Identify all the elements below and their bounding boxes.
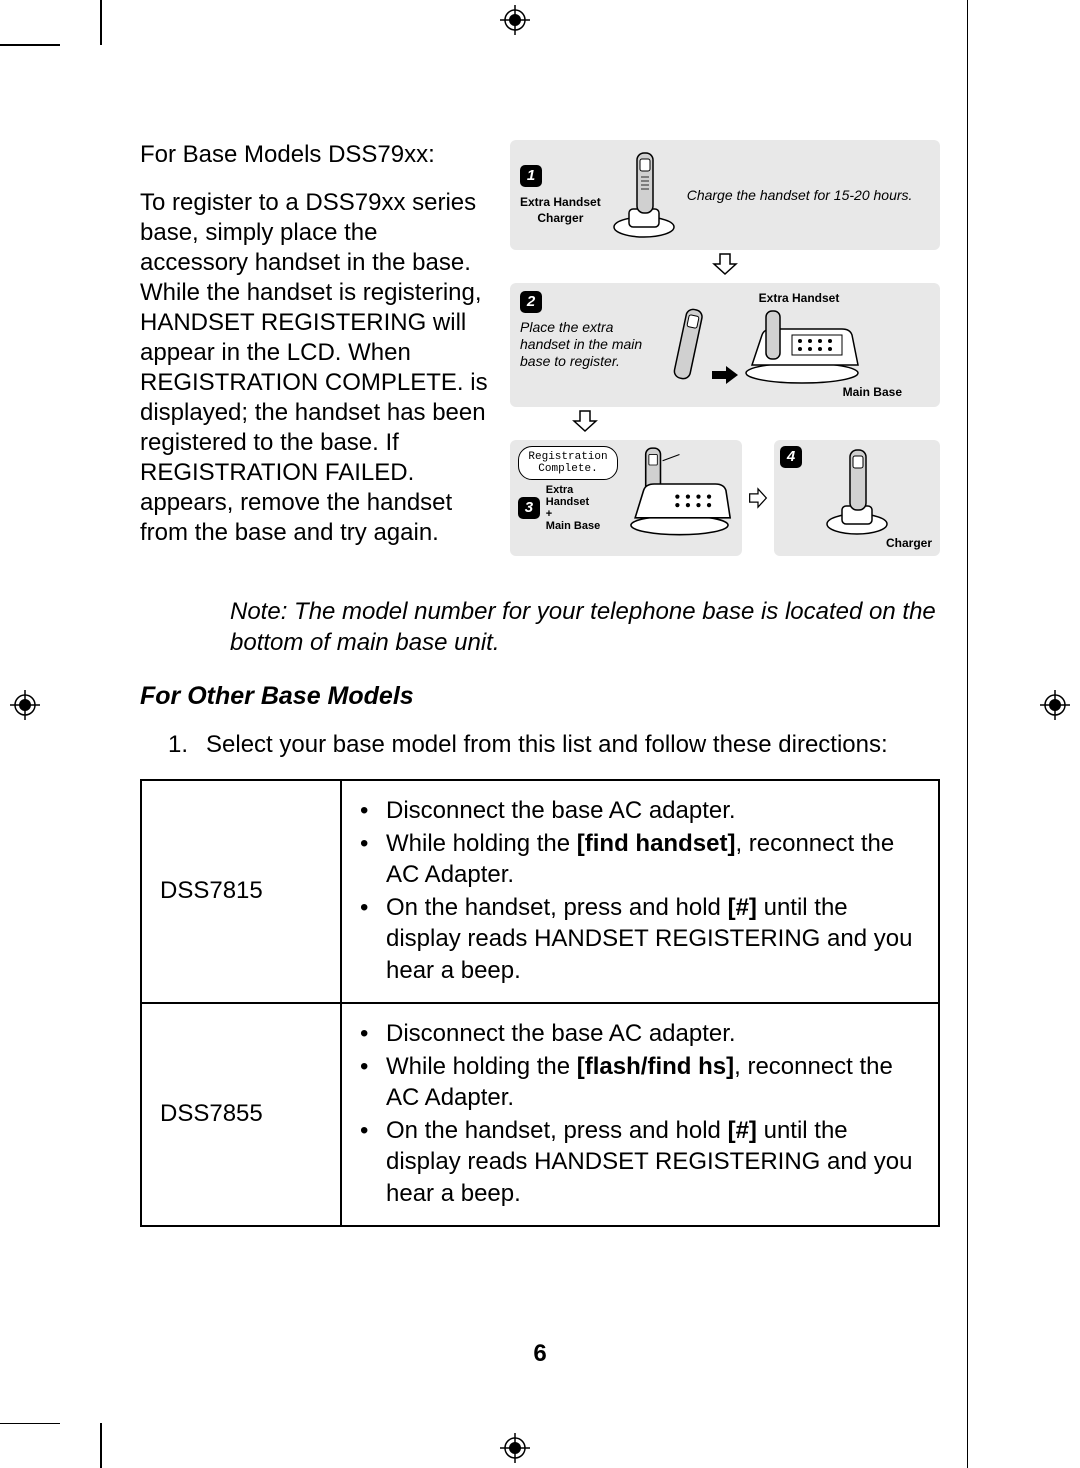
instructions-cell: •Disconnect the base AC adapter.•While h… [341,1003,939,1226]
label-extra-handset: Extra Handset [668,291,930,305]
diagram-step-1: 1 Extra Handset Charger [510,140,940,250]
label-extra-main-base: Extra Handset + Main Base [546,484,619,532]
label-main-base: Main Base [668,385,902,399]
registration-mark-icon [1040,690,1070,720]
charger-with-handset-icon [609,149,679,242]
list-item: •While holding the [flash/find hs], reco… [360,1051,920,1113]
list-text: Select your base model from this list an… [206,729,888,760]
table-row: DSS7815•Disconnect the base AC adapter.•… [141,780,939,1003]
list-item: •Disconnect the base AC adapter. [360,1018,920,1049]
label-charger: Charger [782,536,932,550]
intro-title: For Base Models DSS79xx: [140,140,490,170]
down-arrow-icon [510,252,940,281]
intro-body: To register to a DSS79xx series base, si… [140,188,490,548]
registration-mark-icon [500,5,530,35]
lcd-display: Registration Complete. [518,446,618,480]
crop-mark [100,0,102,45]
diagram-step-3-4: Registration Complete. 3 Extra Handset +… [510,440,940,556]
list-item: •Disconnect the base AC adapter. [360,795,920,826]
crop-mark [0,1423,60,1425]
right-arrow-icon [748,440,768,556]
list-item: •On the handset, press and hold [#] unti… [360,1115,920,1209]
step-badge: 4 [780,446,802,468]
ordered-list-item: 1. Select your base model from this list… [168,729,940,760]
crop-mark [967,0,969,1468]
crop-mark [100,1423,102,1468]
list-item: •While holding the [find handset], recon… [360,828,920,890]
page-number: 6 [0,1340,1080,1368]
registration-mark-icon [500,1433,530,1463]
handset-into-base-icon [668,305,930,385]
crop-mark [0,44,60,46]
models-table: DSS7815•Disconnect the base AC adapter.•… [140,779,940,1227]
charger-with-handset-icon [782,446,932,536]
intro-text-block: For Base Models DSS79xx: To register to … [140,140,490,566]
base-with-handset-icon [625,446,734,541]
step-badge: 2 [520,291,542,313]
page-content: For Base Models DSS79xx: To register to … [140,140,940,1227]
down-arrow-icon [570,409,940,438]
section-title: For Other Base Models [140,682,940,711]
model-name-cell: DSS7815 [141,780,341,1003]
list-item: •On the handset, press and hold [#] unti… [360,892,920,986]
table-row: DSS7855•Disconnect the base AC adapter.•… [141,1003,939,1226]
instructions-cell: •Disconnect the base AC adapter.•While h… [341,780,939,1003]
model-name-cell: DSS7855 [141,1003,341,1226]
step1-instruction: Charge the handset for 15-20 hours. [687,187,930,204]
list-number: 1. [168,729,188,760]
label-charger: Charger [537,211,583,225]
step-badge: 3 [518,497,540,519]
diagram-step-2: 2 Place the extra handset in the main ba… [510,283,940,407]
step-badge: 1 [520,165,542,187]
note-text: Note: The model number for your telephon… [230,596,940,658]
diagram: 1 Extra Handset Charger [510,140,940,566]
registration-mark-icon [10,690,40,720]
label-extra-handset: Extra Handset [520,195,601,209]
step2-instruction: Place the extra handset in the main base… [520,319,660,369]
right-arrow-icon [710,365,740,385]
